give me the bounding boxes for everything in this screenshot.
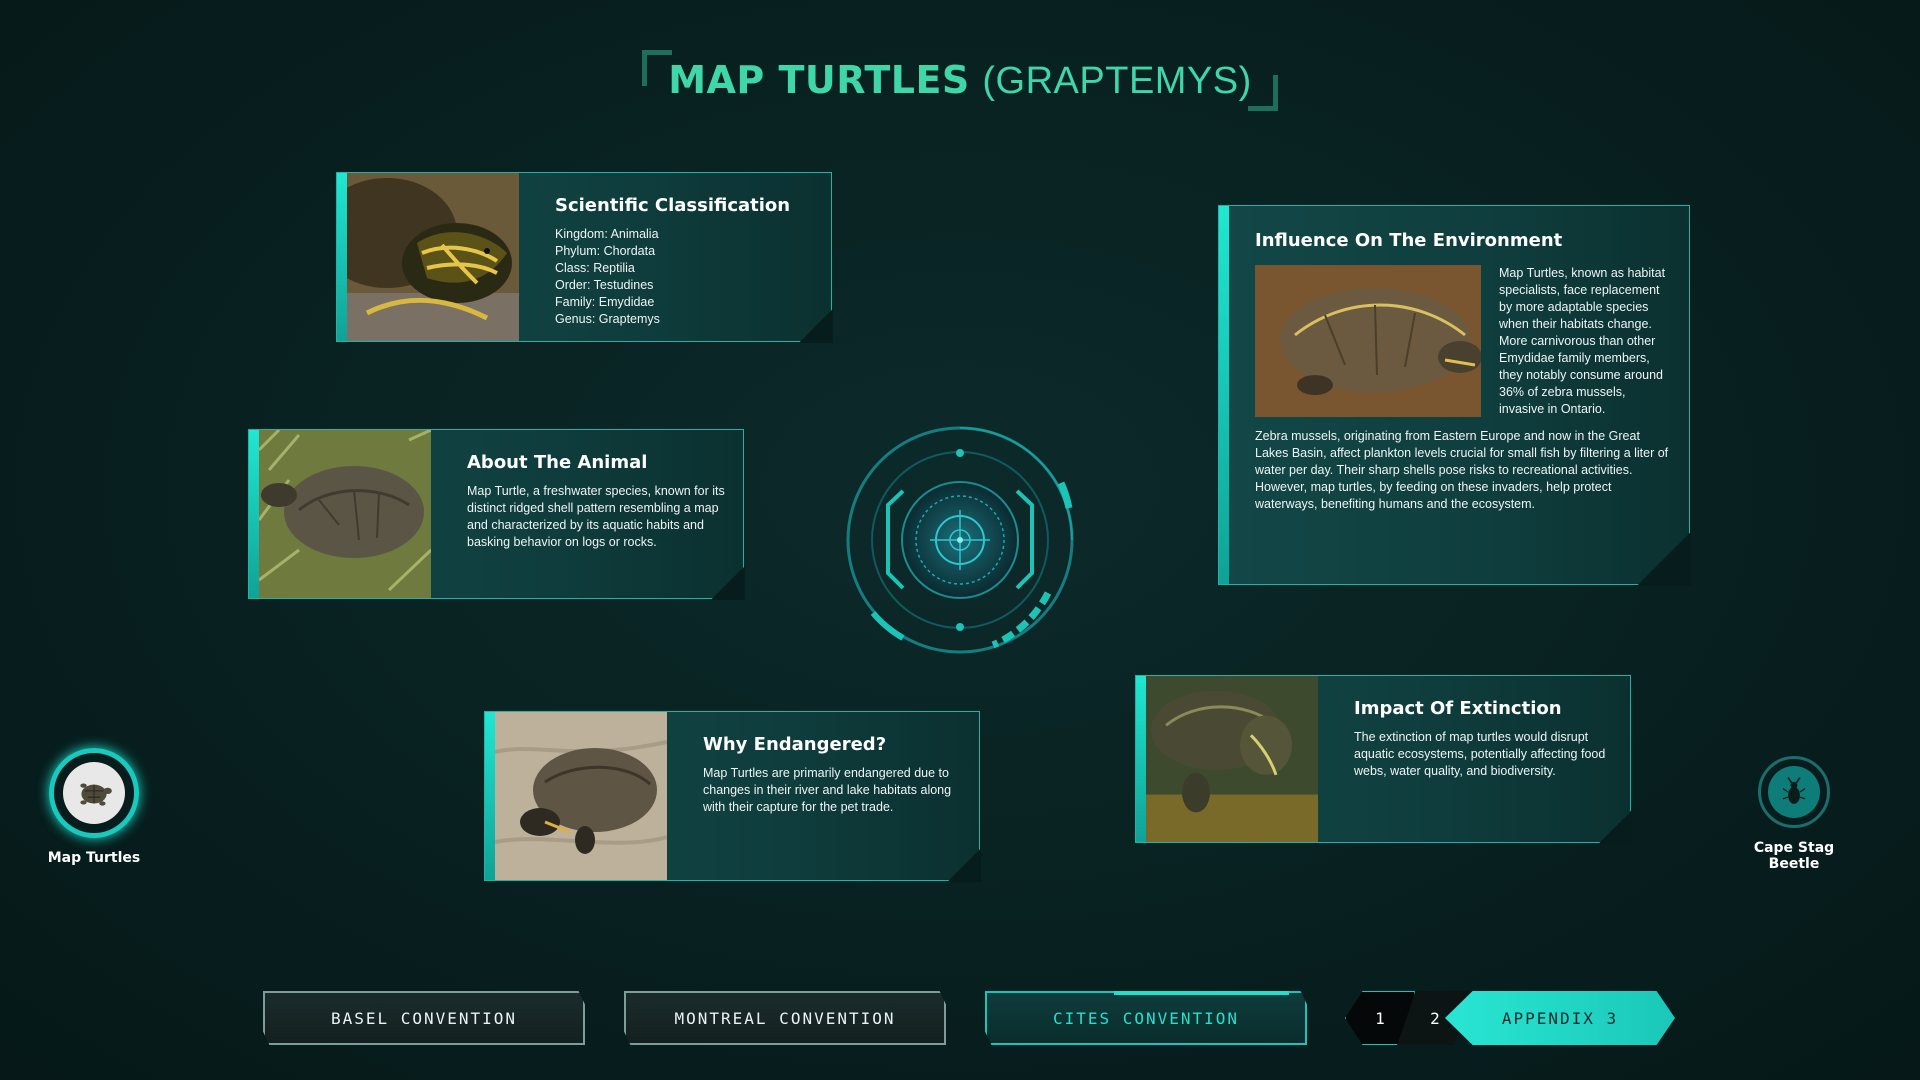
card-body: About The Animal Map Turtle, a freshwate… — [431, 430, 743, 598]
card-heading: Scientific Classification — [555, 195, 791, 216]
nav-label[interactable]: Map Turtles — [47, 850, 141, 866]
page-title-wrap: MAP TURTLES (GRAPTEMYS) — [0, 48, 1920, 113]
classification-order: Order: Testudines — [555, 278, 654, 292]
turtle-icon — [63, 762, 125, 824]
card-heading: About The Animal — [467, 452, 648, 473]
influence-top-row: Map Turtles, known as habitat specialist… — [1255, 265, 1679, 418]
title-corner-top-left — [642, 50, 673, 86]
card-corner-cut — [1637, 532, 1691, 586]
card-about-animal: About The Animal Map Turtle, a freshwate… — [248, 429, 745, 600]
card-impact-extinction: Impact Of Extinction The extinction of m… — [1135, 675, 1632, 844]
card-corner-cut — [799, 309, 833, 343]
turtle-photo-water — [1146, 676, 1318, 842]
card-body: Impact Of Extinction The extinction of m… — [1318, 676, 1630, 842]
card-accent-bar — [337, 173, 347, 341]
card-corner-cut — [947, 848, 981, 882]
radar-hud-icon — [843, 423, 1077, 657]
turtle-photo-sand — [495, 712, 667, 880]
nav-ring[interactable] — [49, 748, 139, 838]
card-accent-bar — [1136, 676, 1146, 842]
pager-item-appendix-3[interactable]: APPENDIX 3 — [1445, 991, 1675, 1045]
card-heading: Influence On The Environment — [1255, 230, 1563, 251]
tab-cites-convention[interactable]: CITES CONVENTION — [985, 991, 1307, 1045]
card-accent-bar — [1219, 206, 1229, 584]
nav-label[interactable]: Cape Stag Beetle — [1753, 840, 1835, 872]
influence-text-1: Map Turtles, known as habitat specialist… — [1499, 266, 1666, 416]
card-body: Why Endangered? Map Turtles are primaril… — [667, 712, 979, 880]
card-corner-cut — [711, 566, 745, 600]
tab-label[interactable]: BASEL CONVENTION — [330, 1008, 518, 1028]
card-text: The extinction of map turtles would disr… — [1354, 730, 1606, 778]
appendix-pager: 1 2 APPENDIX 3 — [1345, 991, 1675, 1045]
tab-basel-convention[interactable]: BASEL CONVENTION — [263, 991, 585, 1045]
card-body: Scientific Classification Kingdom: Anima… — [519, 173, 808, 341]
card-text: Map Turtle, a freshwater species, known … — [467, 484, 725, 549]
classification-kingdom: Kingdom: Animalia — [555, 227, 659, 241]
title-corner-bottom-right — [1247, 75, 1278, 111]
card-why-endangered: Why Endangered? Map Turtles are primaril… — [484, 711, 981, 882]
tab-montreal-convention[interactable]: MONTREAL CONVENTION — [624, 991, 946, 1045]
nav-cape-stag-beetle[interactable]: Cape Stag Beetle — [1724, 756, 1864, 872]
classification-list: Kingdom: Animalia Phylum: Chordata Class… — [555, 226, 790, 328]
card-accent-bar — [249, 430, 259, 598]
page-title-sub: (GRAPTEMYS) — [982, 60, 1252, 102]
turtle-photo-dirt — [1255, 265, 1481, 417]
nav-ring[interactable] — [1758, 756, 1830, 828]
card-accent-bar — [485, 712, 495, 880]
classification-class: Class: Reptilia — [555, 261, 635, 275]
card-scientific-classification: Scientific Classification Kingdom: Anima… — [336, 172, 833, 343]
tab-label[interactable]: MONTREAL CONVENTION — [674, 1008, 896, 1028]
page-title-main: MAP TURTLES — [668, 58, 970, 102]
turtle-photo-grass — [259, 430, 431, 598]
card-heading: Impact Of Extinction — [1354, 698, 1562, 719]
card-corner-cut — [1598, 810, 1632, 844]
page-title: MAP TURTLES (GRAPTEMYS) — [642, 48, 1278, 113]
card-heading: Why Endangered? — [703, 734, 887, 755]
beetle-icon — [1768, 766, 1820, 818]
classification-genus: Genus: Graptemys — [555, 312, 660, 326]
card-influence-environment: Influence On The Environment Map Turtles… — [1218, 205, 1691, 586]
tab-active-indicator — [1114, 991, 1290, 995]
influence-text-2: Zebra mussels, originating from Eastern … — [1255, 429, 1669, 511]
nav-map-turtles[interactable]: Map Turtles — [24, 748, 164, 866]
card-text: Map Turtles are primarily endangered due… — [703, 766, 952, 814]
classification-family: Family: Emydidae — [555, 295, 655, 309]
tab-label[interactable]: CITES CONVENTION — [1052, 1008, 1240, 1028]
turtle-photo-closeup — [347, 173, 519, 341]
classification-phylum: Phylum: Chordata — [555, 244, 656, 258]
card-body: Influence On The Environment Map Turtles… — [1229, 206, 1689, 584]
